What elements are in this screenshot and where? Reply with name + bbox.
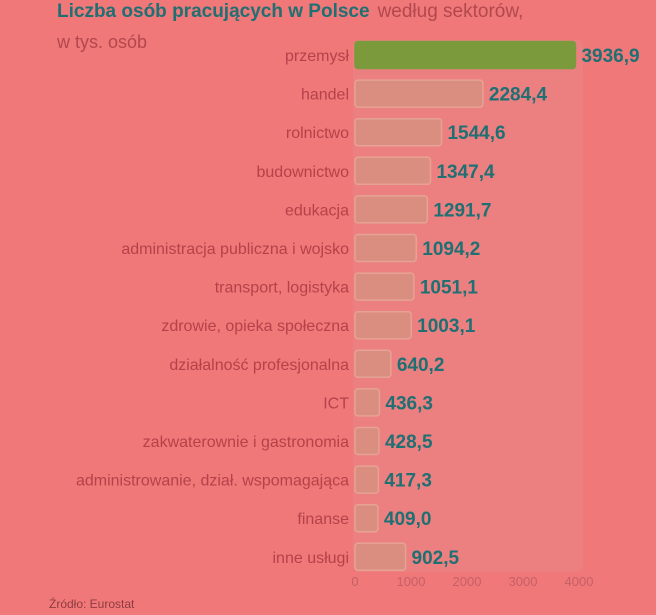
x-tick-label: 2000 bbox=[453, 574, 482, 589]
bar bbox=[354, 349, 392, 379]
value-label: 3936,9 bbox=[581, 46, 639, 67]
chart-title-suffix: według sektorów, bbox=[377, 1, 524, 22]
bar bbox=[354, 156, 432, 186]
source-note: Źródło: Eurostat bbox=[49, 597, 135, 611]
x-tick-label: 0 bbox=[351, 574, 358, 589]
category-label: edukacja bbox=[285, 202, 349, 219]
value-label: 409,0 bbox=[384, 509, 432, 530]
value-label: 1094,2 bbox=[422, 239, 480, 260]
value-label: 1347,4 bbox=[436, 162, 495, 183]
category-label: inne usługi bbox=[273, 550, 350, 567]
value-label: 2284,4 bbox=[489, 85, 548, 106]
x-tick-label: 3000 bbox=[509, 574, 538, 589]
bar bbox=[354, 79, 484, 108]
bar bbox=[354, 272, 415, 301]
bar bbox=[354, 426, 380, 456]
category-label: ICT bbox=[323, 395, 349, 412]
category-label: handel bbox=[301, 87, 349, 104]
category-label: administracja publiczna i wojsko bbox=[121, 241, 349, 258]
category-label: transport, logistyka bbox=[215, 280, 349, 297]
bar bbox=[354, 233, 418, 263]
category-label: administrowanie, dział. wspomagająca bbox=[76, 473, 349, 490]
bar bbox=[354, 40, 577, 70]
chart-title: Liczba osób pracujących w Polsce bbox=[57, 1, 370, 22]
chart-subtitle: w tys. osób bbox=[57, 32, 148, 52]
chart-title-row: Liczba osób pracujących w Polsce według s… bbox=[57, 0, 523, 24]
category-label: przemysł bbox=[285, 48, 349, 65]
bar bbox=[354, 388, 381, 417]
bar bbox=[354, 503, 379, 533]
bar bbox=[354, 465, 380, 494]
category-label: działalność profesjonalna bbox=[169, 357, 349, 374]
value-label: 436,3 bbox=[385, 393, 433, 414]
x-tick-label: 4000 bbox=[565, 574, 594, 589]
bar bbox=[354, 542, 407, 572]
category-label: finanse bbox=[297, 511, 349, 528]
bar bbox=[354, 310, 412, 340]
x-tick-label: 1000 bbox=[397, 574, 426, 589]
value-label: 417,3 bbox=[384, 471, 432, 492]
value-label: 902,5 bbox=[412, 548, 460, 569]
bar bbox=[354, 195, 429, 224]
value-label: 1003,1 bbox=[417, 316, 476, 337]
category-label: budownictwo bbox=[257, 164, 350, 181]
value-label: 1051,1 bbox=[420, 278, 479, 299]
category-label: zakwaterownie i gastronomia bbox=[143, 434, 349, 451]
value-label: 1291,7 bbox=[433, 200, 491, 221]
bar bbox=[354, 117, 443, 147]
category-label: zdrowie, opieka społeczna bbox=[161, 318, 349, 335]
category-label: rolnictwo bbox=[286, 125, 349, 142]
value-label: 1544,6 bbox=[447, 123, 505, 144]
value-label: 640,2 bbox=[397, 355, 445, 376]
value-label: 428,5 bbox=[385, 432, 433, 453]
